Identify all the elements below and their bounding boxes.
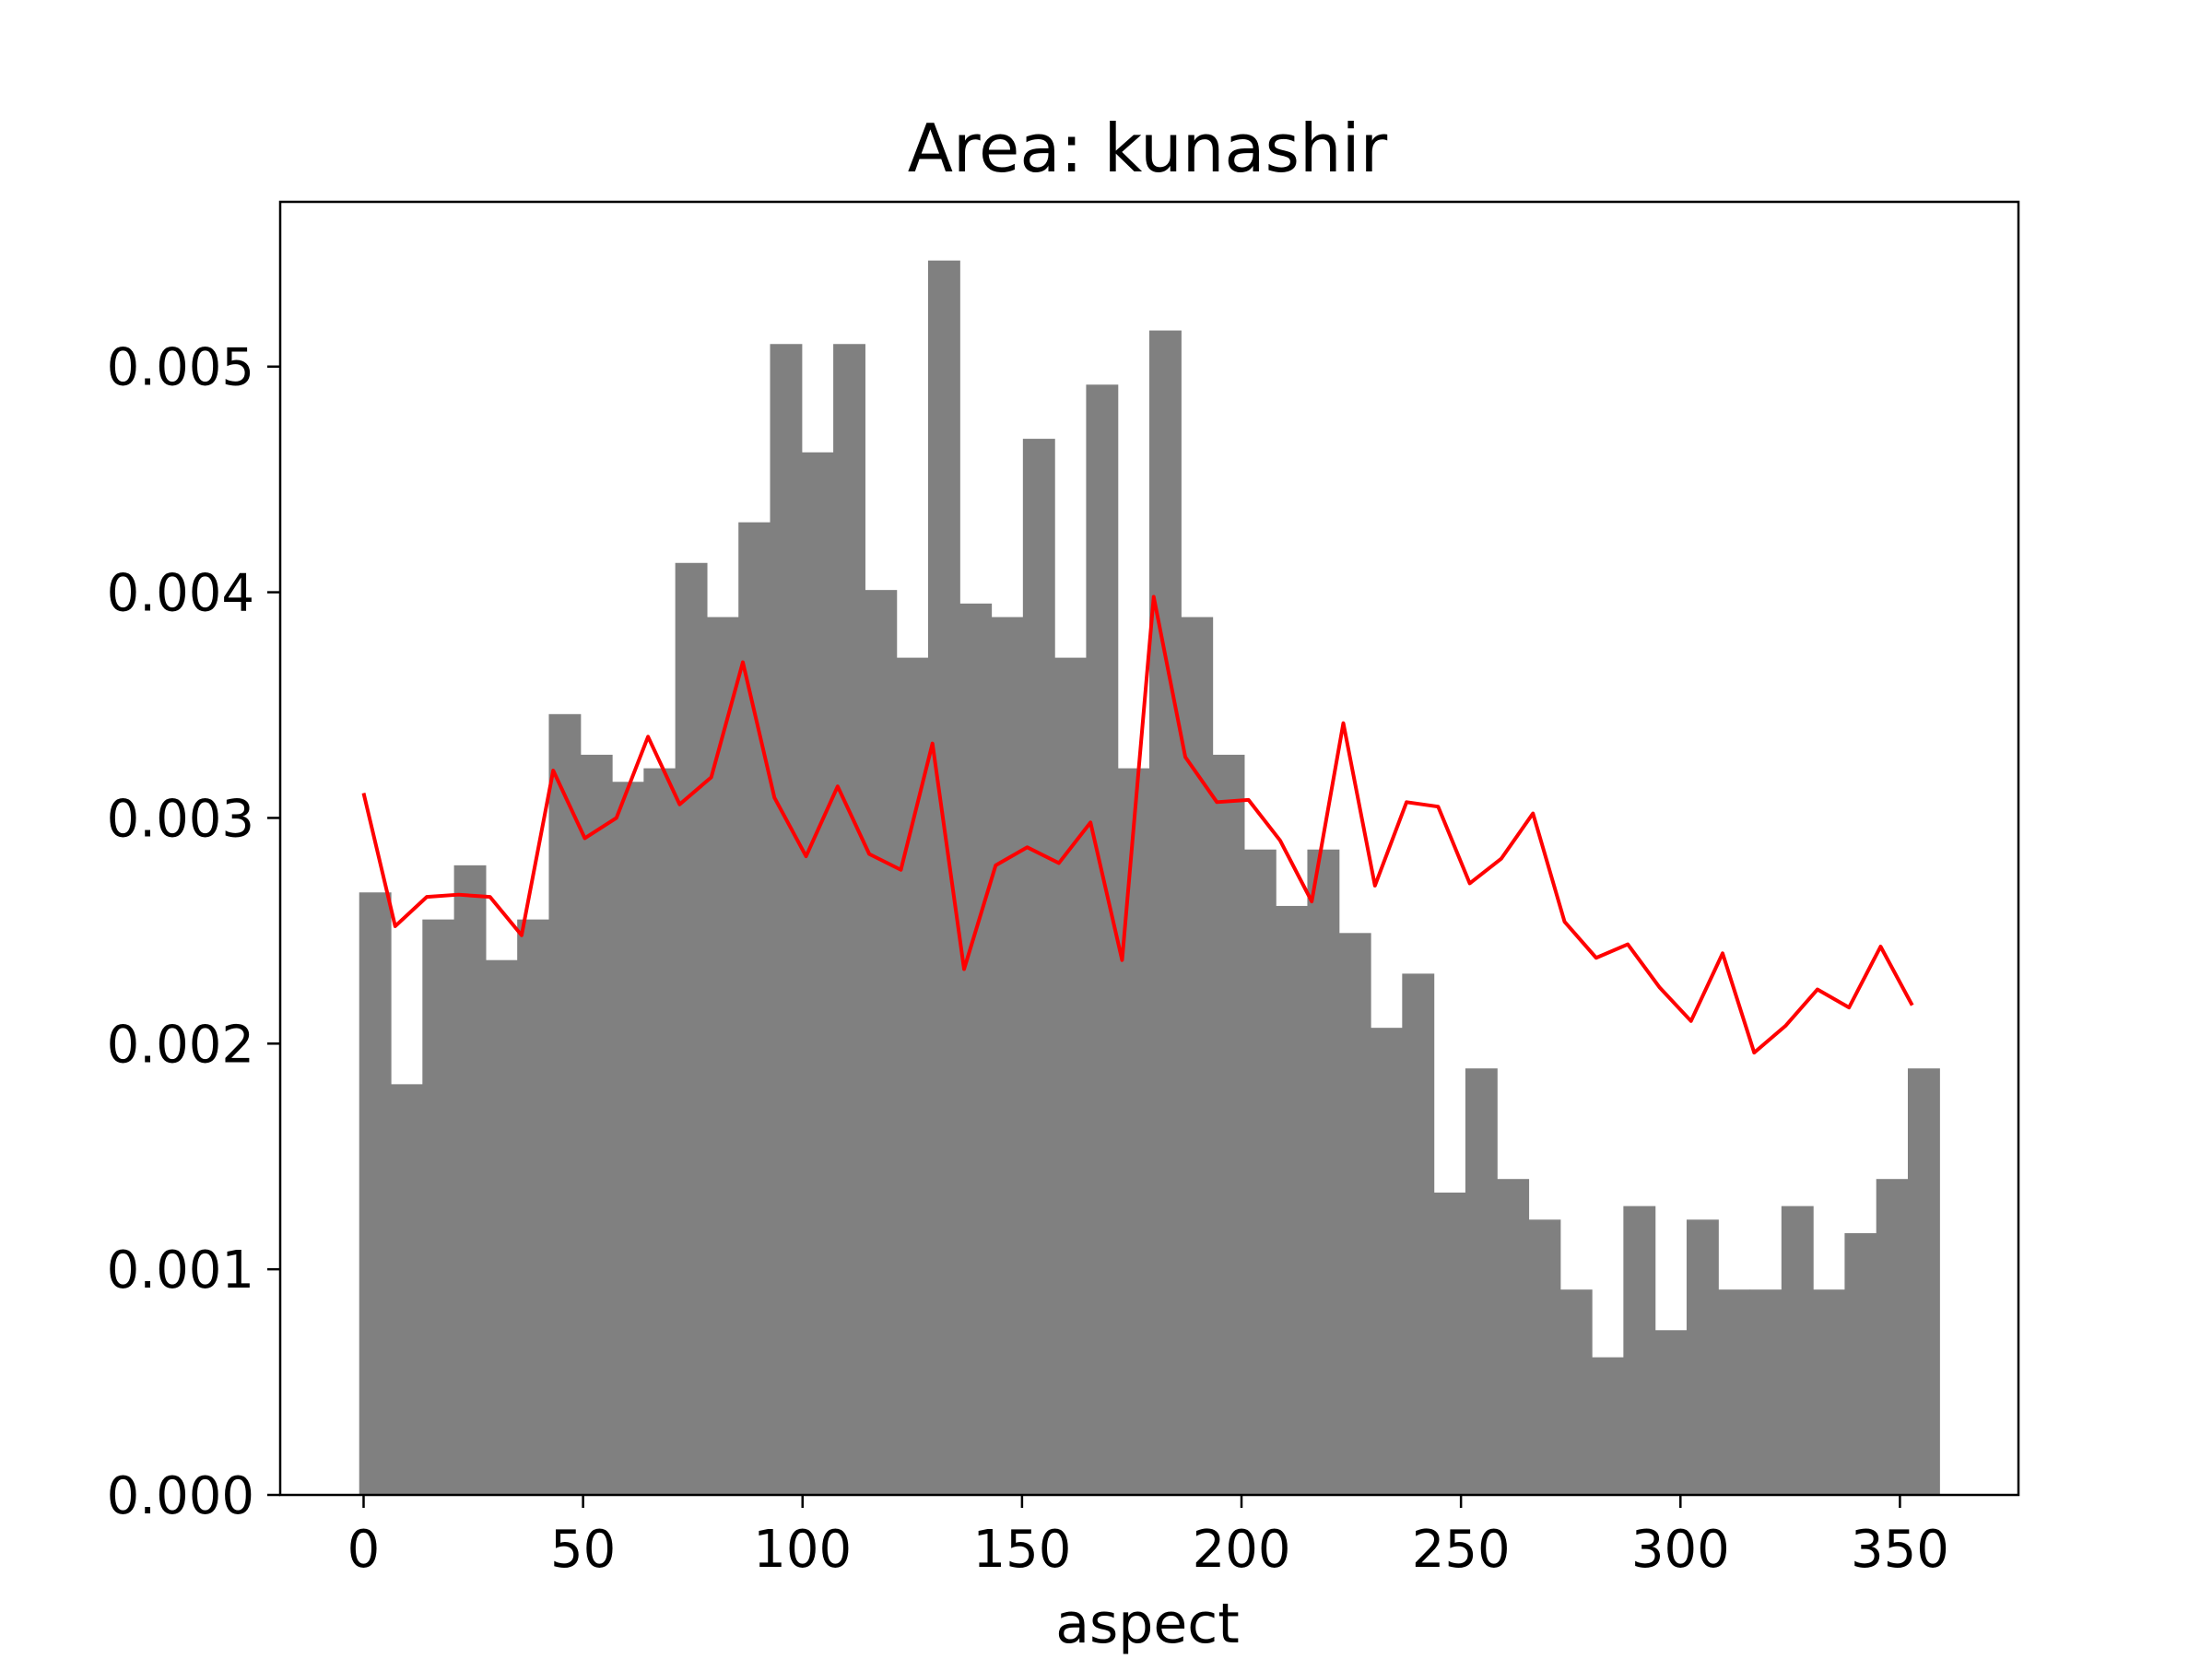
histogram-bar [1465,1068,1498,1495]
histogram-bar [1907,1068,1940,1495]
y-tick-label: 0.005 [107,338,254,398]
histogram-bar [1086,384,1119,1496]
histogram-bar [1022,439,1055,1496]
x-tick-label: 0 [347,1520,381,1580]
y-tick-label: 0.002 [107,1015,254,1075]
chart-title: Area: kunashir [908,110,1388,187]
x-tick-label: 100 [753,1520,852,1580]
histogram-bar [1181,617,1214,1495]
histogram-bar [1402,973,1435,1495]
histogram-bar [580,754,613,1495]
histogram-bar [517,919,550,1495]
histogram-bar [453,865,487,1495]
histogram-bar [1371,1028,1403,1495]
histogram-bar [612,782,644,1495]
y-axis-ticks: 0.000 0.001 0.002 0.003 0.004 0.005 [107,338,280,1526]
histogram-bar [1623,1206,1656,1495]
plot-frame [278,200,2020,1497]
y-tick-label: 0.003 [107,789,254,849]
y-tick-label: 0.004 [107,564,254,624]
histogram-bar [675,562,708,1495]
histogram-bar [359,892,392,1495]
histogram-bar [1149,330,1182,1495]
histogram-bar [1117,768,1150,1495]
line-layer [361,594,1914,1055]
histogram-bar [706,617,739,1495]
histogram-bar [422,919,455,1495]
y-tick-label: 0.001 [107,1241,254,1300]
histogram-bar [1749,1289,1783,1495]
x-tick-label: 350 [1851,1520,1949,1580]
histogram-bar [1718,1289,1751,1495]
y-tick-label: 0.000 [107,1466,254,1526]
x-axis-label: aspect [1055,1592,1240,1656]
histogram-bar [896,657,929,1495]
histogram-bar [643,768,677,1495]
histogram-bar [927,260,960,1495]
histogram-bar [1686,1219,1719,1495]
histogram-bar [865,590,898,1495]
x-tick-label: 250 [1412,1520,1511,1580]
x-tick-label: 150 [972,1520,1071,1580]
histogram-bar [1307,849,1340,1495]
x-tick-label: 300 [1631,1520,1730,1580]
x-axis-ticks: 0 50 100 150 200 250 300 350 [347,1495,1949,1580]
histogram-bar [1276,905,1309,1495]
histogram-bar [548,713,582,1495]
histogram-bar [801,452,834,1495]
histogram-bar [485,959,518,1495]
histogram-bar [770,344,803,1495]
histogram-bar [991,617,1024,1495]
histogram-bar [1559,1289,1593,1495]
histogram-bar [1528,1219,1561,1495]
x-tick-label: 50 [550,1520,616,1580]
histogram-bars [359,260,1940,1496]
histogram-bar [1212,754,1245,1495]
histogram-bar [1813,1289,1845,1495]
histogram-bar [1054,657,1088,1495]
histogram-bar [738,522,771,1496]
histogram-bar [1844,1232,1877,1495]
series-line [361,594,1914,1055]
histogram-bar [1243,849,1277,1495]
histogram-bar [391,1084,423,1495]
histogram-bar [1497,1179,1530,1495]
x-tick-label: 200 [1193,1520,1291,1580]
histogram-bar [1781,1206,1814,1495]
histogram-bar [1876,1179,1909,1495]
histogram-bar [1338,933,1371,1495]
histogram-bar [1592,1357,1624,1495]
histogram-bar [1654,1330,1688,1495]
histogram-bar [1433,1192,1466,1495]
histogram-bar [959,603,993,1495]
histogram-bar [833,344,865,1495]
